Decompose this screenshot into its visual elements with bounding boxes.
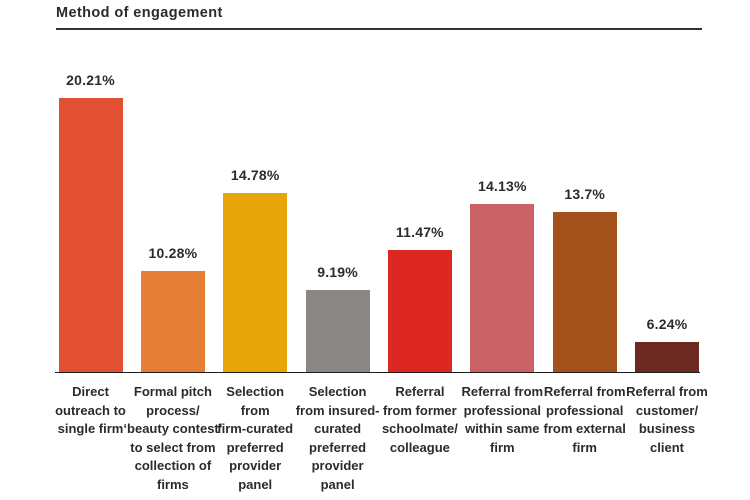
bar-value-label: 13.7% — [564, 185, 606, 202]
bar — [470, 204, 535, 372]
bar-value-label: 10.28% — [148, 245, 198, 262]
bar-value-label: 20.21% — [66, 72, 115, 88]
bar-value-label: 14.13% — [477, 178, 527, 194]
bar-category-label: Direct outreach to single firm — [55, 384, 126, 436]
bar — [140, 271, 205, 372]
bar-category-label: Referral from professional within same f… — [461, 384, 544, 455]
bar — [635, 341, 699, 372]
bar-category-label: Referral from former schoolmate/ colleag… — [381, 384, 458, 455]
title-underline — [56, 28, 702, 30]
bar-value-label: 9.19% — [317, 264, 358, 281]
bar-value-label: 11.47% — [395, 224, 444, 241]
bar — [305, 290, 370, 372]
bar — [552, 211, 617, 372]
chart-title: Method of engagement — [56, 5, 223, 21]
bar-category-label: Formal pitch process/ ‘beauty contest’ t… — [123, 384, 223, 492]
bar — [58, 98, 123, 372]
bar-category-label: Selection from insured- curated preferre… — [295, 384, 380, 492]
bar-category-label: Selection from firm-curated preferred pr… — [217, 384, 294, 492]
bar-value-label: 6.24% — [646, 315, 688, 332]
bar-category-label: Referral from professional from external… — [543, 384, 626, 455]
bar — [387, 250, 452, 372]
bar — [223, 192, 288, 372]
bar-value-label: 14.78% — [230, 166, 280, 183]
bar-category-label: Referral from customer/ business client — [626, 384, 708, 455]
x-axis-line — [55, 371, 700, 374]
